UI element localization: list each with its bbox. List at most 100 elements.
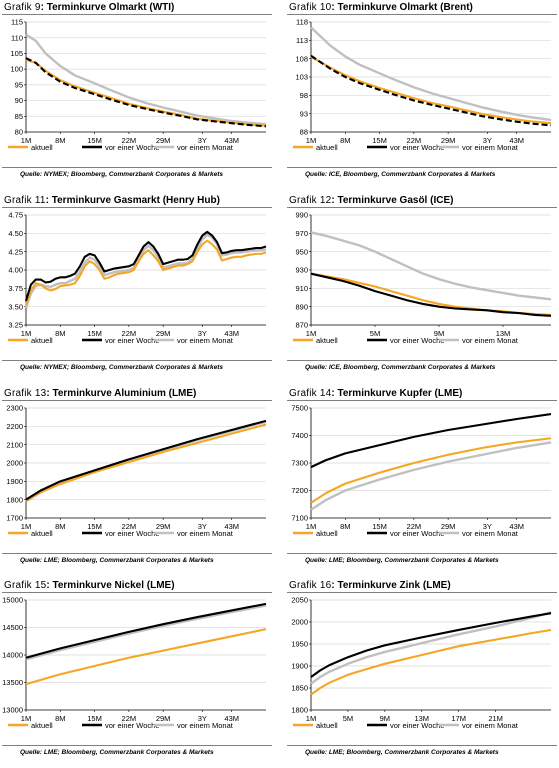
- x-tick-label: 43M: [509, 522, 524, 531]
- top-rule: [2, 592, 272, 593]
- x-tick-label: 43M: [509, 136, 524, 145]
- legend-label: aktuell: [316, 143, 338, 152]
- series-line: [310, 55, 552, 125]
- title-text: : Terminkurve Gasmarkt (Henry Hub): [45, 195, 220, 206]
- x-tick-label: 3Y: [198, 329, 207, 338]
- y-tick-label: 950: [295, 247, 308, 256]
- source-note: Quelle: LME; Bloomberg, Commerzbank Corp…: [20, 749, 214, 756]
- x-tick-label: 15M: [372, 522, 387, 531]
- source-note: Quelle: NYMEX; Bloomberg, Commerzbank Co…: [20, 171, 223, 178]
- y-tick-label: 95: [15, 80, 23, 89]
- x-tick-label: 15M: [87, 136, 102, 145]
- source-note: Quelle: LME; Bloomberg, Commerzbank Corp…: [305, 557, 499, 564]
- y-tick-label: 100: [10, 65, 23, 74]
- series-line: [25, 604, 267, 661]
- panel-title: Grafik 11: Terminkurve Gasmarkt (Henry H…: [4, 195, 220, 206]
- top-rule: [2, 207, 272, 208]
- series-line: [25, 58, 267, 127]
- top-rule: [287, 400, 557, 401]
- x-tick-label: 15M: [87, 329, 102, 338]
- y-tick-label: 4.25: [8, 247, 23, 256]
- y-tick-label: 14500: [2, 623, 23, 632]
- legend-label: vor einer Woche: [390, 143, 444, 152]
- title-prefix: Grafik 16: [289, 580, 332, 591]
- x-tick-label: 17M: [451, 714, 466, 723]
- panel-g15: Grafik 15: Terminkurve Nickel (LME) 1300…: [2, 578, 272, 768]
- top-rule: [2, 400, 272, 401]
- y-tick-label: 85: [15, 112, 23, 121]
- x-tick-label: 22M: [122, 714, 137, 723]
- x-tick-label: 1M: [306, 329, 316, 338]
- x-tick-label: 9M: [434, 329, 444, 338]
- x-tick-label: 1M: [21, 136, 31, 145]
- y-tick-label: 890: [295, 302, 308, 311]
- bottom-rule: [287, 167, 557, 168]
- title-text: : Terminkurve Olmarkt (Brent): [331, 2, 473, 13]
- x-tick-label: 3Y: [483, 522, 492, 531]
- y-tick-label: 7200: [291, 486, 308, 495]
- y-tick-label: 1800: [6, 495, 23, 504]
- series-line: [25, 239, 267, 306]
- legend-label: vor einer Woche: [105, 336, 159, 345]
- title-prefix: Grafik 12: [289, 195, 332, 206]
- series-line: [24, 233, 267, 309]
- x-tick-label: 3Y: [198, 714, 207, 723]
- series-line: [25, 628, 267, 686]
- series-line: [310, 26, 552, 122]
- x-tick-label: 8M: [55, 136, 65, 145]
- y-tick-label: 3.25: [8, 321, 23, 330]
- y-tick-label: 88: [300, 128, 308, 137]
- y-tick-label: 110: [11, 33, 23, 42]
- panel-g11: Grafik 11: Terminkurve Gasmarkt (Henry H…: [2, 193, 272, 383]
- x-tick-label: 29M: [156, 136, 171, 145]
- y-tick-label: 105: [10, 49, 23, 58]
- series-line: [25, 423, 267, 502]
- source-note: Quelle: ICE, Bloomberg, Commerzbank Corp…: [305, 171, 496, 178]
- panel-title: Grafik 15: Terminkurve Nickel (LME): [4, 580, 175, 591]
- title-prefix: Grafik 9: [4, 2, 41, 13]
- x-tick-label: 29M: [156, 714, 171, 723]
- legend-label: aktuell: [31, 721, 53, 730]
- title-prefix: Grafik 14: [289, 388, 332, 399]
- bottom-rule: [287, 553, 557, 554]
- series-line: [24, 230, 267, 302]
- x-tick-label: 22M: [122, 522, 137, 531]
- x-tick-label: 9M: [380, 714, 390, 723]
- y-tick-label: 15000: [2, 596, 23, 605]
- panel-g9: Grafik 9: Terminkurve Olmarkt (WTI) 80 85…: [2, 0, 272, 190]
- chart-g15: 13000 13500 14000 14500 15000 1M 8M 15M 22M 29M 3Y…: [2, 596, 267, 730]
- legend-label: vor einem Monat: [462, 721, 519, 730]
- panel-g16: Grafik 16: Terminkurve Zink (LME) 1800 18…: [287, 578, 557, 768]
- y-tick-label: 7500: [291, 404, 308, 413]
- x-tick-label: 1M: [306, 136, 316, 145]
- x-tick-label: 8M: [55, 329, 65, 338]
- x-tick-label: 43M: [224, 329, 239, 338]
- y-tick-label: 1950: [291, 640, 308, 649]
- x-tick-label: 1M: [306, 714, 316, 723]
- legend-label: aktuell: [31, 143, 53, 152]
- title-prefix: Grafik 10: [289, 2, 332, 13]
- x-tick-label: 3Y: [198, 136, 207, 145]
- title-text: : Terminkurve Kupfer (LME): [331, 388, 463, 399]
- series-line: [310, 54, 552, 127]
- y-tick-label: 13500: [2, 678, 23, 687]
- chart-g10: 88 93 98 103 108 113 118 1M 8M 15M 22M 29M 3Y 43M aktu…: [293, 18, 552, 152]
- title-prefix: Grafik 13: [4, 388, 47, 399]
- series-line: [310, 437, 552, 504]
- y-tick-label: 1850: [291, 684, 308, 693]
- x-tick-label: 13M: [414, 714, 429, 723]
- y-tick-label: 3.50: [8, 302, 23, 311]
- y-tick-label: 1700: [6, 514, 23, 523]
- panel-g13: Grafik 13: Terminkurve Aluminium (LME) 1…: [2, 386, 272, 576]
- bottom-rule: [2, 553, 272, 554]
- y-tick-label: 2050: [291, 596, 308, 605]
- x-tick-label: 1M: [306, 522, 316, 531]
- y-tick-label: 2200: [6, 422, 23, 431]
- y-tick-label: 870: [295, 321, 308, 330]
- source-note: Quelle: NYMEX; Bloomberg, Commerzbank Co…: [20, 364, 223, 371]
- series-line: [25, 57, 267, 128]
- source-note: Quelle: LME; Bloomberg, Commerzbank Corp…: [305, 749, 499, 756]
- x-tick-label: 43M: [224, 522, 239, 531]
- panel-title: Grafik 14: Terminkurve Kupfer (LME): [289, 388, 462, 399]
- series-line: [310, 413, 552, 469]
